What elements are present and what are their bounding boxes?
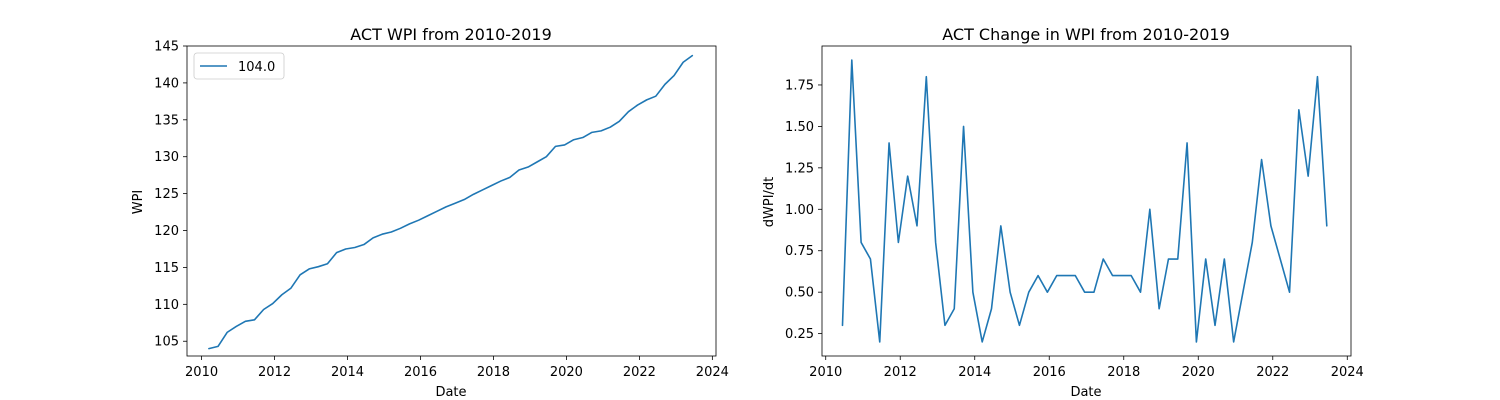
x-tick-label: 2012 xyxy=(258,365,291,380)
chart-wpi-change: ACT Change in WPI from 2010-2019 Date dW… xyxy=(762,25,1364,400)
x-tick-label: 2012 xyxy=(884,365,917,380)
y-tick-label: 125 xyxy=(154,187,179,202)
y-axis-label: WPI xyxy=(131,190,146,215)
y-tick-label: 135 xyxy=(154,113,179,128)
y-tick-label: 1.75 xyxy=(785,78,814,93)
x-tick-label: 2018 xyxy=(477,365,510,380)
x-axis-label: Date xyxy=(1070,385,1101,400)
x-tick-label: 2018 xyxy=(1107,365,1140,380)
x-axis-label: Date xyxy=(435,385,466,400)
plot-frame xyxy=(821,45,1352,357)
chart-title: ACT Change in WPI from 2010-2019 xyxy=(942,25,1230,44)
y-tick-label: 145 xyxy=(154,40,179,55)
x-tick-label: 2014 xyxy=(331,365,364,380)
y-tick-label: 0.75 xyxy=(785,244,814,259)
y-tick-label: 110 xyxy=(154,298,179,313)
x-tick-label: 2016 xyxy=(1033,365,1066,380)
y-tick-label: 140 xyxy=(154,76,179,91)
y-tick-label: 1.50 xyxy=(785,120,814,135)
y-tick-label: 130 xyxy=(154,150,179,165)
plot-frame xyxy=(186,45,717,357)
x-tick-label: 2022 xyxy=(1256,365,1289,380)
x-tick-label: 2022 xyxy=(623,365,656,380)
x-tick-label: 2020 xyxy=(1182,365,1215,380)
x-tick-label: 2020 xyxy=(550,365,583,380)
legend-label: 104.0 xyxy=(238,60,275,75)
y-tick-label: 120 xyxy=(154,224,179,239)
x-tick-label: 2014 xyxy=(958,365,991,380)
chart-wpi: ACT WPI from 2010-2019 Date WPI 2010 2012… xyxy=(131,25,729,400)
series-line xyxy=(841,59,1328,343)
y-tick-label: 1.00 xyxy=(785,203,814,218)
y-tick-label: 115 xyxy=(154,261,179,276)
series-line xyxy=(208,54,694,350)
x-tick-label: 2016 xyxy=(404,365,437,380)
chart-title: ACT WPI from 2010-2019 xyxy=(350,25,552,44)
legend: 104.0 xyxy=(193,52,285,80)
y-tick-label: 0.25 xyxy=(785,327,814,342)
y-tick-label: 0.50 xyxy=(785,286,814,301)
y-axis-label: dWPI/dt xyxy=(762,177,777,228)
x-tick-label: 2010 xyxy=(185,365,218,380)
y-tick-label: 105 xyxy=(154,335,179,350)
x-tick-label: 2024 xyxy=(696,365,729,380)
y-tick-label: 1.25 xyxy=(785,161,814,176)
x-tick-label: 2010 xyxy=(809,365,842,380)
legend-box xyxy=(193,52,285,80)
x-tick-label: 2024 xyxy=(1331,365,1364,380)
